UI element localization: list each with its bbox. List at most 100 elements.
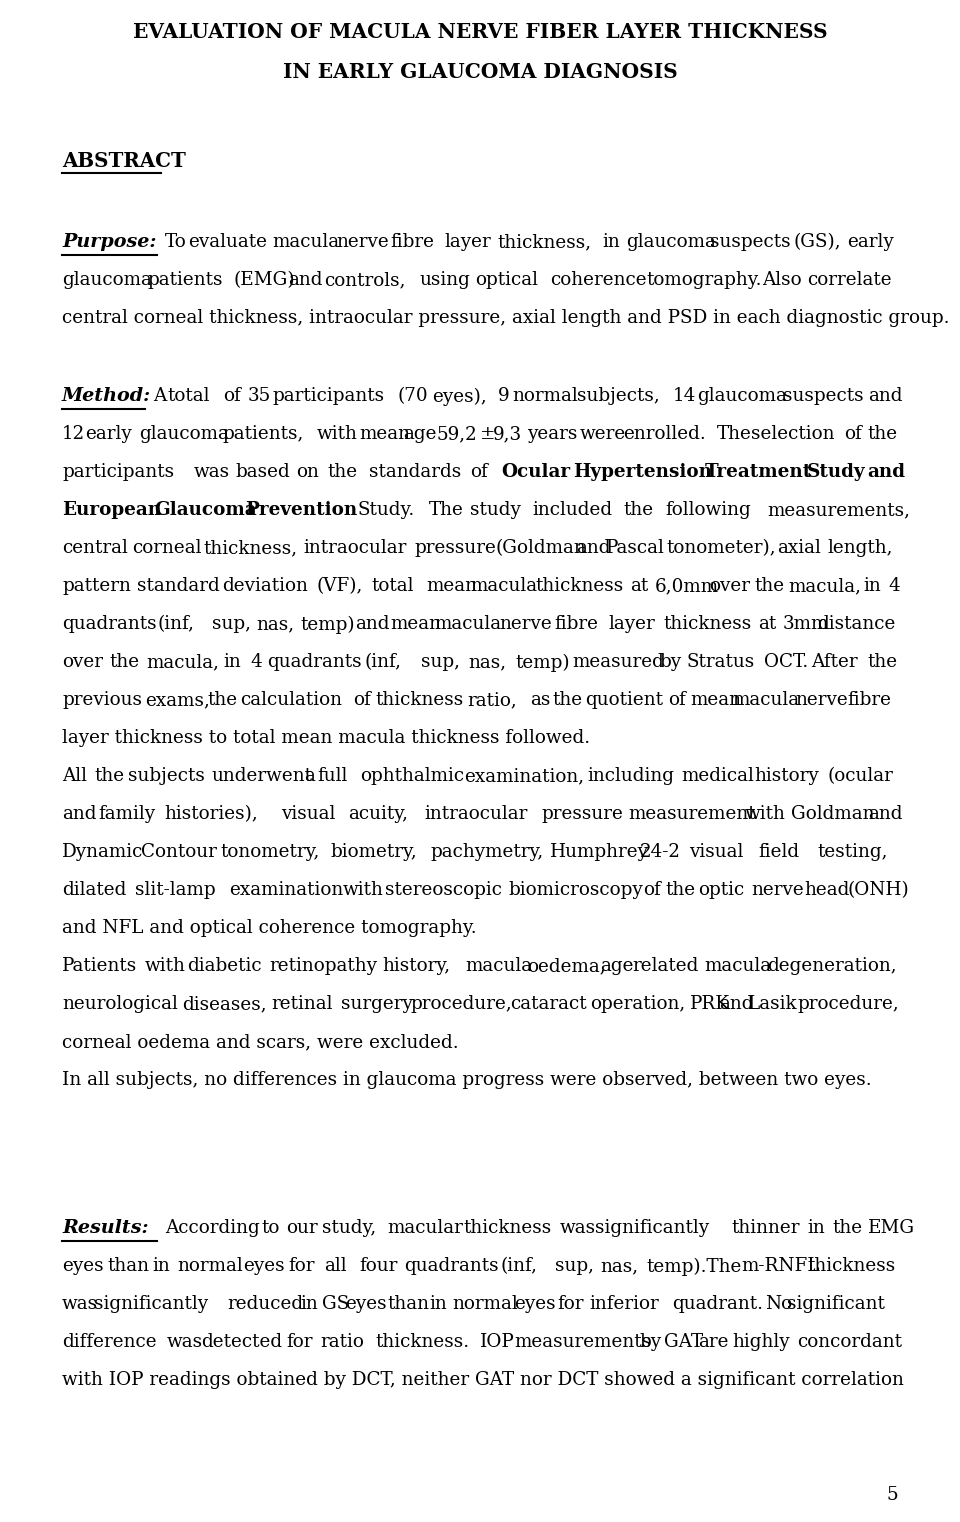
Text: to: to — [261, 1219, 279, 1237]
Text: GAT: GAT — [663, 1333, 703, 1352]
Text: the: the — [109, 653, 139, 671]
Text: thickness: thickness — [536, 577, 624, 595]
Text: EMG: EMG — [868, 1219, 915, 1237]
Text: nas,: nas, — [468, 653, 506, 671]
Text: nas,: nas, — [601, 1257, 638, 1275]
Text: are: are — [698, 1333, 729, 1352]
Text: exams,: exams, — [145, 691, 209, 709]
Text: deviation: deviation — [222, 577, 307, 595]
Text: of: of — [352, 691, 371, 709]
Text: mean: mean — [426, 577, 477, 595]
Text: macula: macula — [732, 691, 800, 709]
Text: quadrants: quadrants — [62, 615, 156, 633]
Text: thickness,: thickness, — [498, 233, 592, 251]
Text: length,: length, — [828, 539, 893, 557]
Text: with: with — [317, 426, 357, 443]
Text: acuity,: acuity, — [348, 805, 408, 823]
Text: Goldman: Goldman — [791, 805, 875, 823]
Text: ABSTRACT: ABSTRACT — [62, 151, 186, 170]
Text: the: the — [665, 881, 696, 900]
Text: Also: Also — [762, 271, 802, 289]
Text: Lasik: Lasik — [748, 995, 798, 1014]
Text: temp).The: temp).The — [646, 1257, 741, 1275]
Text: measurements,: measurements, — [767, 501, 910, 519]
Text: head: head — [804, 881, 850, 900]
Text: with IOP readings obtained by DCT, neither GAT nor DCT showed a significant corr: with IOP readings obtained by DCT, neith… — [62, 1371, 904, 1390]
Text: the: the — [868, 653, 898, 671]
Text: for: for — [557, 1295, 584, 1313]
Text: examination: examination — [228, 881, 343, 900]
Text: enrolled.: enrolled. — [623, 426, 707, 443]
Text: years: years — [526, 426, 577, 443]
Text: of: of — [845, 426, 862, 443]
Text: macula: macula — [705, 957, 772, 976]
Text: m-RNFL: m-RNFL — [742, 1257, 820, 1275]
Text: visual: visual — [688, 843, 743, 861]
Text: over: over — [62, 653, 103, 671]
Text: history: history — [755, 767, 819, 785]
Text: 4: 4 — [888, 577, 900, 595]
Text: concordant: concordant — [797, 1333, 902, 1352]
Text: of: of — [642, 881, 660, 900]
Text: sup,: sup, — [421, 653, 460, 671]
Text: as: as — [531, 691, 551, 709]
Text: diabetic: diabetic — [187, 957, 261, 976]
Text: history,: history, — [382, 957, 450, 976]
Text: total: total — [372, 577, 414, 595]
Text: significantly: significantly — [94, 1295, 208, 1313]
Text: full: full — [318, 767, 348, 785]
Text: in: in — [863, 577, 881, 595]
Text: and: and — [868, 463, 905, 481]
Text: The: The — [717, 426, 753, 443]
Text: early: early — [848, 233, 895, 251]
Text: the: the — [553, 691, 583, 709]
Text: controls,: controls, — [324, 271, 405, 289]
Text: glaucoma: glaucoma — [626, 233, 715, 251]
Text: nerve: nerve — [337, 233, 390, 251]
Text: glaucoma: glaucoma — [139, 426, 228, 443]
Text: measurements: measurements — [515, 1333, 652, 1352]
Text: quadrant.: quadrant. — [672, 1295, 763, 1313]
Text: axial: axial — [777, 539, 821, 557]
Text: using: using — [420, 271, 470, 289]
Text: the: the — [95, 767, 125, 785]
Text: histories),: histories), — [165, 805, 258, 823]
Text: procedure,: procedure, — [411, 995, 513, 1014]
Text: dilated: dilated — [62, 881, 127, 900]
Text: was: was — [167, 1333, 204, 1352]
Text: of: of — [223, 388, 241, 405]
Text: evaluate: evaluate — [188, 233, 268, 251]
Text: in: in — [602, 233, 620, 251]
Text: with: with — [145, 957, 185, 976]
Text: cataract: cataract — [511, 995, 587, 1014]
Text: highly: highly — [732, 1333, 790, 1352]
Text: GS: GS — [323, 1295, 349, 1313]
Text: testing,: testing, — [817, 843, 888, 861]
Text: and: and — [62, 805, 97, 823]
Text: central corneal thickness, intraocular pressure, axial length and PSD in each di: central corneal thickness, intraocular p… — [62, 309, 949, 327]
Text: temp): temp) — [300, 615, 355, 633]
Text: Contour: Contour — [141, 843, 217, 861]
Text: including: including — [588, 767, 675, 785]
Text: biometry,: biometry, — [330, 843, 418, 861]
Text: age: age — [600, 957, 634, 976]
Text: 24-2: 24-2 — [639, 843, 681, 861]
Text: coherence: coherence — [550, 271, 647, 289]
Text: of: of — [668, 691, 685, 709]
Text: Stratus: Stratus — [686, 653, 755, 671]
Text: EVALUATION OF MACULA NERVE FIBER LAYER THICKNESS: EVALUATION OF MACULA NERVE FIBER LAYER T… — [132, 21, 828, 43]
Text: measurement: measurement — [628, 805, 756, 823]
Text: examination,: examination, — [464, 767, 584, 785]
Text: Treatment: Treatment — [705, 463, 812, 481]
Text: subjects,: subjects, — [577, 388, 660, 405]
Text: correlate: correlate — [807, 271, 892, 289]
Text: study,: study, — [322, 1219, 376, 1237]
Text: the: the — [207, 691, 237, 709]
Text: over: over — [709, 577, 751, 595]
Text: ophthalmic: ophthalmic — [360, 767, 465, 785]
Text: IOP: IOP — [480, 1333, 515, 1352]
Text: previous: previous — [62, 691, 142, 709]
Text: retinal: retinal — [272, 995, 333, 1014]
Text: standard: standard — [137, 577, 220, 595]
Text: optic: optic — [699, 881, 745, 900]
